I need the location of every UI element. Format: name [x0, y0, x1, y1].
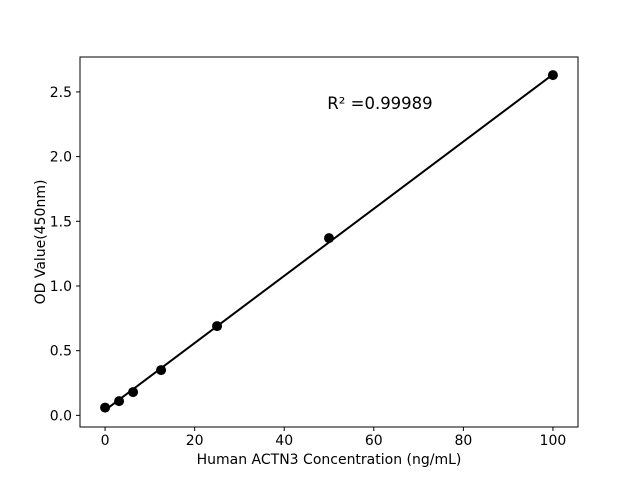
x-tick-label: 60	[365, 433, 383, 449]
data-point	[212, 321, 223, 332]
y-tick-label: 2.5	[50, 85, 72, 101]
y-tick-label: 0.0	[50, 408, 72, 424]
data-point	[114, 396, 125, 407]
x-tick-label: 40	[275, 433, 293, 449]
x-tick-label: 80	[454, 433, 472, 449]
x-axis-label: Human ACTN3 Concentration (ng/mL)	[197, 452, 462, 468]
y-tick-label: 0.5	[50, 344, 72, 360]
data-point	[100, 402, 111, 413]
data-point	[324, 233, 334, 244]
r-squared-annotation: R² =0.99989	[327, 94, 432, 113]
y-axis-label: OD Value(450nm)	[33, 180, 49, 305]
plot-border	[79, 56, 579, 428]
y-tick-label: 1.5	[50, 214, 72, 230]
data-point	[156, 365, 167, 376]
y-tick-label: 2.0	[50, 150, 72, 166]
data-point	[547, 70, 558, 81]
x-tick-label: 100	[540, 433, 567, 449]
x-tick-label: 20	[186, 433, 204, 449]
data-point	[128, 387, 139, 398]
y-tick-label: 1.0	[50, 279, 72, 295]
x-tick-label: 0	[101, 433, 110, 449]
